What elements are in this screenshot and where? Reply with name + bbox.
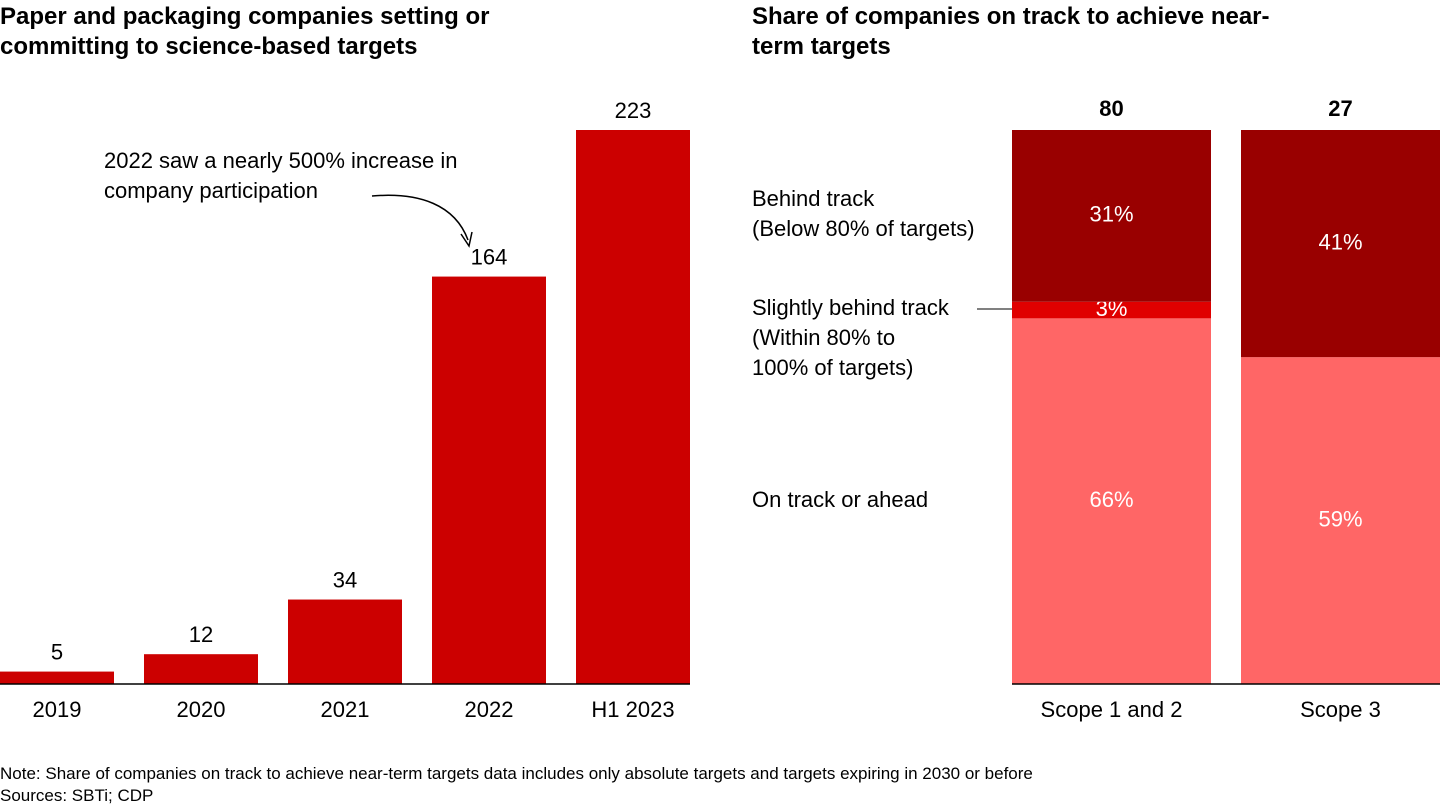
value-label: 223	[615, 98, 652, 123]
chart-title: Paper and packaging companies setting or…	[0, 3, 490, 60]
x-tick-label: 2020	[177, 697, 226, 722]
legend-label: Behind track	[752, 186, 875, 211]
annotation: 2022 saw a nearly 500% increase in compa…	[104, 148, 458, 203]
bar-segment	[1012, 301, 1211, 319]
value-label: 5	[51, 639, 63, 664]
total-label: 80	[1099, 96, 1123, 121]
bar-segment	[1241, 130, 1440, 358]
x-tick-label: 2022	[465, 697, 514, 722]
bar	[576, 130, 690, 684]
value-label: 164	[471, 244, 508, 269]
legend-label: Slightly behind track	[752, 295, 949, 320]
bar-segment	[1241, 357, 1440, 684]
bar	[288, 599, 402, 684]
x-tick-label: 2021	[321, 697, 370, 722]
value-label: 41%	[1318, 229, 1362, 254]
bar-segment	[1012, 318, 1211, 684]
note: Note: Share of companies on track to ach…	[0, 764, 1033, 783]
legend-detail: (Below 80% of targets)	[752, 216, 975, 241]
sources: Sources: SBTi; CDP	[0, 786, 154, 805]
bar	[432, 276, 546, 684]
value-label: 59%	[1318, 506, 1362, 531]
legend-detail: (Within 80% to 100% of targets)	[752, 325, 914, 380]
value-label: 66%	[1089, 487, 1133, 512]
x-tick-label: Scope 1 and 2	[1041, 697, 1183, 722]
x-tick-label: H1 2023	[591, 697, 674, 722]
annotation-arrow	[371, 194, 469, 241]
legend-label: On track or ahead	[752, 487, 929, 512]
x-tick-label: 2019	[33, 697, 82, 722]
bar	[144, 654, 258, 684]
bar	[0, 671, 114, 684]
bar-segment	[1012, 130, 1211, 302]
value-label: 31%	[1089, 202, 1133, 227]
total-label: 27	[1328, 96, 1352, 121]
value-label: 34	[333, 567, 357, 592]
arrow-head	[460, 231, 473, 248]
value-label: 12	[189, 622, 213, 647]
chart-title: Share of companies on track to achieve n…	[752, 3, 1270, 60]
x-tick-label: Scope 3	[1300, 697, 1381, 722]
